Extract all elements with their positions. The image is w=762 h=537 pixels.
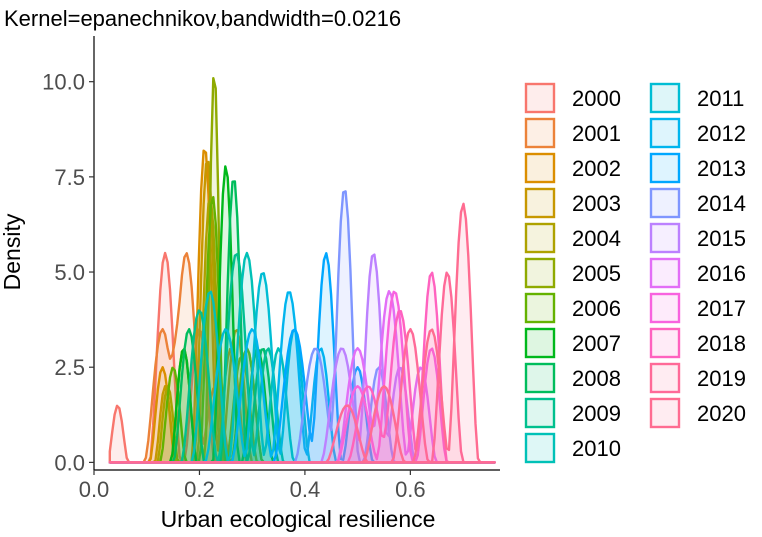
chart-title: Kernel=epanechnikov,bandwidth=0.0216 (4, 6, 401, 31)
legend-item-2014: 2014 (649, 187, 746, 219)
density-curve-2020 (108, 202, 496, 464)
legend-item-2004: 2004 (524, 222, 621, 254)
legend-swatch (524, 152, 556, 184)
legend-item-2011: 2011 (649, 82, 744, 114)
x-axis: 0.0 0.2 0.4 0.6 (79, 469, 500, 502)
legend-label: 2013 (697, 156, 746, 181)
x-tick-label: 0.4 (290, 477, 321, 502)
legend-label: 2002 (572, 156, 621, 181)
legend-item-2020: 2020 (649, 397, 746, 429)
legend-label: 2000 (572, 86, 621, 111)
y-axis: 0.0 2.5 5.0 7.5 10.0 (42, 36, 95, 475)
legend-item-2012: 2012 (649, 117, 746, 149)
legend-label: 2020 (697, 401, 746, 426)
legend-label: 2001 (572, 121, 621, 146)
legend: 2000 2001 2002 2003 2004 2005 2006 2007 2008 2009… (524, 82, 746, 464)
legend-label: 2007 (572, 331, 621, 356)
legend-item-2018: 2018 (649, 327, 746, 359)
x-tick-label: 0.6 (395, 477, 426, 502)
y-tick-label: 10.0 (42, 70, 85, 95)
legend-item-2008: 2008 (524, 362, 621, 394)
legend-swatch (524, 362, 556, 394)
legend-label: 2008 (572, 366, 621, 391)
legend-swatch (524, 257, 556, 289)
legend-item-2019: 2019 (649, 362, 746, 394)
legend-label: 2017 (697, 296, 746, 321)
legend-swatch (524, 292, 556, 324)
y-tick-label: 2.5 (54, 355, 85, 380)
legend-swatch (649, 117, 681, 149)
legend-swatch (524, 117, 556, 149)
legend-label: 2004 (572, 226, 621, 251)
legend-item-2010: 2010 (524, 432, 621, 464)
legend-swatch (524, 82, 556, 114)
legend-label: 2014 (697, 191, 746, 216)
y-tick-label: 7.5 (54, 165, 85, 190)
legend-item-2015: 2015 (649, 222, 746, 254)
legend-item-2013: 2013 (649, 152, 746, 184)
legend-swatch (649, 362, 681, 394)
legend-item-2001: 2001 (524, 117, 621, 149)
legend-swatch (524, 187, 556, 219)
density-curves (108, 77, 496, 464)
legend-item-2005: 2005 (524, 257, 621, 289)
x-tick-label: 0.0 (79, 477, 110, 502)
legend-item-2006: 2006 (524, 292, 621, 324)
legend-label: 2006 (572, 296, 621, 321)
legend-label: 2009 (572, 401, 621, 426)
legend-item-2003: 2003 (524, 187, 621, 219)
legend-swatch (649, 327, 681, 359)
legend-label: 2018 (697, 331, 746, 356)
legend-swatch (649, 257, 681, 289)
legend-swatch (649, 187, 681, 219)
legend-item-2007: 2007 (524, 327, 621, 359)
x-tick-label: 0.2 (184, 477, 215, 502)
y-axis-title: Density (0, 213, 25, 290)
legend-swatch (649, 222, 681, 254)
legend-swatch (649, 397, 681, 429)
legend-label: 2010 (572, 436, 621, 461)
legend-label: 2019 (697, 366, 746, 391)
legend-swatch (649, 292, 681, 324)
legend-label: 2005 (572, 261, 621, 286)
legend-swatch (524, 432, 556, 464)
legend-item-2017: 2017 (649, 292, 746, 324)
legend-label: 2012 (697, 121, 746, 146)
legend-item-2002: 2002 (524, 152, 621, 184)
legend-label: 2003 (572, 191, 621, 216)
legend-swatch (649, 82, 681, 114)
legend-swatch (524, 222, 556, 254)
legend-label: 2015 (697, 226, 746, 251)
y-tick-label: 5.0 (54, 260, 85, 285)
legend-label: 2011 (697, 86, 744, 111)
legend-item-2016: 2016 (649, 257, 746, 289)
legend-label: 2016 (697, 261, 746, 286)
legend-swatch (649, 152, 681, 184)
legend-item-2009: 2009 (524, 397, 621, 429)
legend-swatch (524, 327, 556, 359)
legend-swatch (524, 397, 556, 429)
y-tick-label: 0.0 (54, 450, 85, 475)
legend-item-2000: 2000 (524, 82, 621, 114)
x-axis-title: Urban ecological resilience (161, 506, 436, 532)
